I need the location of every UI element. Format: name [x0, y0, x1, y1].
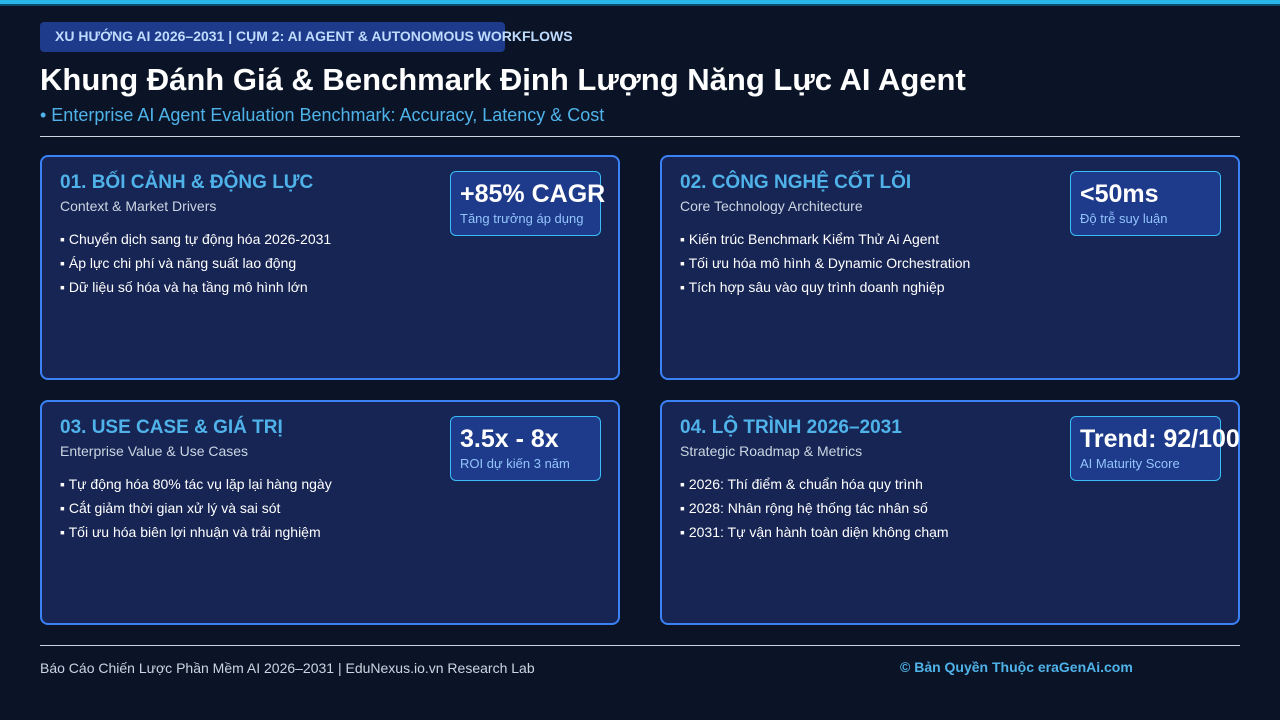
metric-value: Trend: 92/100: [1080, 425, 1240, 453]
metric-value: +85% CAGR: [460, 180, 606, 208]
card-title: 03. USE CASE & GIÁ TRỊ: [60, 417, 283, 438]
card: 04. LỘ TRÌNH 2026–2031 Strategic Roadmap …: [660, 400, 1240, 625]
card: 02. CÔNG NGHỆ CỐT LÕI Core Technology Arc…: [660, 155, 1240, 380]
footer-left: Báo Cáo Chiến Lược Phần Mềm AI 2026–2031…: [40, 660, 535, 676]
metric-value: <50ms: [1080, 180, 1159, 208]
divider: [40, 645, 1240, 646]
metric-box: Trend: 92/100 AI Maturity Score: [1070, 416, 1240, 481]
metric-value: 3.5x - 8x: [460, 425, 559, 453]
top-bar: [0, 0, 1280, 6]
card-title: 04. LỘ TRÌNH 2026–2031: [680, 417, 902, 438]
bullet: ▪ Dữ liệu số hóa và hạ tầng mô hình lớn: [60, 279, 308, 295]
bullet-list: ▪ 2026: Thí điểm & chuẩn hóa quy trình ▪ …: [680, 472, 949, 544]
metric-label: Tăng trưởng áp dụng: [460, 211, 584, 226]
divider: [40, 136, 1240, 137]
card-subtitle: Enterprise Value & Use Cases: [60, 443, 249, 459]
bullet-list: ▪ Kiến trúc Benchmark Kiểm Thử Ai Agent ▪…: [680, 227, 970, 299]
bullet: ▪ Tự động hóa 80% tác vụ lặp lại hàng ng…: [60, 476, 332, 492]
bullet: ▪ 2031: Tự vận hành toàn diện không chạm: [680, 524, 949, 540]
metric-box: 3.5x - 8x ROI dự kiến 3 năm: [450, 416, 601, 481]
card-subtitle: Context & Market Drivers: [60, 198, 217, 214]
subtitle: • Enterprise AI Agent Evaluation Benchma…: [40, 105, 605, 125]
bullet: ▪ 2028: Nhân rộng hệ thống tác nhân số: [680, 500, 928, 516]
card-subtitle: Core Technology Architecture: [680, 198, 863, 214]
bullet: ▪ Tối ưu hóa mô hình & Dynamic Orchestra…: [680, 255, 971, 271]
bullet: ▪ Áp lực chi phí và năng suất lao động: [60, 255, 297, 271]
bullet-list: ▪ Tự động hóa 80% tác vụ lặp lại hàng ng…: [60, 472, 332, 544]
tag: XU HƯỚNG AI 2026–2031 | CỤM 2: AI AGENT …: [40, 22, 573, 52]
card-title: 02. CÔNG NGHỆ CỐT LÕI: [680, 172, 912, 193]
card: 03. USE CASE & GIÁ TRỊ Enterprise Value &…: [40, 400, 620, 625]
bullet: ▪ Kiến trúc Benchmark Kiểm Thử Ai Agent: [680, 231, 940, 247]
title: Khung Đánh Giá & Benchmark Định Lượng Nă…: [40, 62, 966, 97]
metric-label: Độ trễ suy luận: [1080, 211, 1168, 226]
metric-label: AI Maturity Score: [1080, 456, 1180, 471]
bullet: ▪ Tối ưu hóa biên lợi nhuận và trải nghi…: [60, 524, 321, 540]
metric-box: <50ms Độ trễ suy luận: [1070, 171, 1221, 236]
card-title: 01. BỐI CẢNH & ĐỘNG LỰC: [60, 172, 314, 193]
metric-label: ROI dự kiến 3 năm: [460, 456, 570, 471]
bullet: ▪ Cắt giảm thời gian xử lý và sai sót: [60, 500, 281, 516]
metric-box: +85% CAGR Tăng trưởng áp dụng: [450, 171, 605, 236]
card: 01. BỐI CẢNH & ĐỘNG LỰC Context & Market …: [40, 155, 620, 380]
bullet: ▪ 2026: Thí điểm & chuẩn hóa quy trình: [680, 476, 923, 492]
bullet: ▪ Tích hợp sâu vào quy trình doanh nghiệ…: [680, 279, 945, 295]
bullet: ▪ Chuyển dịch sang tự động hóa 2026-2031: [60, 231, 332, 247]
footer-right: © Bản Quyền Thuộc eraGenAi.com: [900, 659, 1133, 675]
card-subtitle: Strategic Roadmap & Metrics: [680, 443, 863, 459]
bullet-list: ▪ Chuyển dịch sang tự động hóa 2026-2031…: [60, 227, 331, 299]
